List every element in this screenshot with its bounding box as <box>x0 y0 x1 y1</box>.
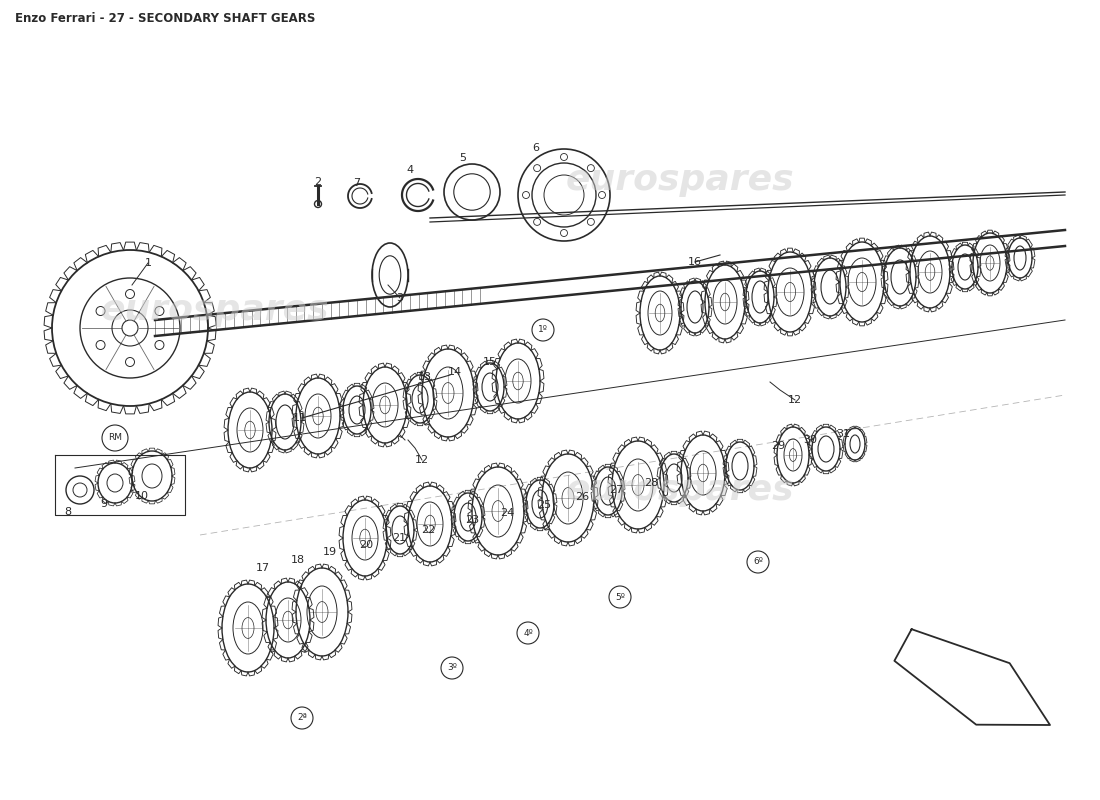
Text: 16: 16 <box>688 257 702 267</box>
Text: RM: RM <box>108 434 122 442</box>
Text: 18: 18 <box>290 555 305 565</box>
Text: eurospares: eurospares <box>101 293 329 327</box>
Text: 11: 11 <box>293 413 307 423</box>
Text: 5º: 5º <box>615 593 625 602</box>
Text: 23: 23 <box>465 515 480 525</box>
Text: 6: 6 <box>532 143 539 153</box>
Text: 13: 13 <box>418 372 432 382</box>
Text: 27: 27 <box>609 485 623 495</box>
Text: 2: 2 <box>315 177 321 187</box>
Text: 4º: 4º <box>524 629 532 638</box>
Text: 7: 7 <box>353 178 361 188</box>
Text: 5: 5 <box>460 153 466 163</box>
Text: 1º: 1º <box>538 326 548 334</box>
Text: 28: 28 <box>644 478 658 488</box>
Text: 1: 1 <box>144 258 152 268</box>
Text: 19: 19 <box>323 547 337 557</box>
Text: 6º: 6º <box>754 558 763 566</box>
Text: 22: 22 <box>421 525 436 535</box>
Text: 31: 31 <box>836 429 850 439</box>
Text: 9: 9 <box>100 499 108 509</box>
Text: eurospares: eurospares <box>565 473 794 507</box>
Text: 26: 26 <box>575 492 590 502</box>
Text: 12: 12 <box>788 395 802 405</box>
Text: 21: 21 <box>392 533 406 543</box>
Text: 30: 30 <box>803 435 817 445</box>
Text: 10: 10 <box>135 491 149 501</box>
Text: 3: 3 <box>396 293 404 303</box>
Text: eurospares: eurospares <box>565 163 794 197</box>
Polygon shape <box>894 629 1050 725</box>
Text: 3º: 3º <box>447 663 456 673</box>
Text: 20: 20 <box>359 540 373 550</box>
Text: 24: 24 <box>499 508 514 518</box>
Text: 29: 29 <box>771 441 785 451</box>
Text: Enzo Ferrari - 27 - SECONDARY SHAFT GEARS: Enzo Ferrari - 27 - SECONDARY SHAFT GEAR… <box>15 12 316 25</box>
Text: 14: 14 <box>448 367 462 377</box>
Text: 12: 12 <box>415 455 429 465</box>
Text: 4: 4 <box>406 165 414 175</box>
Text: 17: 17 <box>256 563 271 573</box>
Text: 2ª: 2ª <box>297 714 307 722</box>
Text: 8: 8 <box>65 507 72 517</box>
Text: 15: 15 <box>483 357 497 367</box>
Text: 25: 25 <box>537 500 551 510</box>
